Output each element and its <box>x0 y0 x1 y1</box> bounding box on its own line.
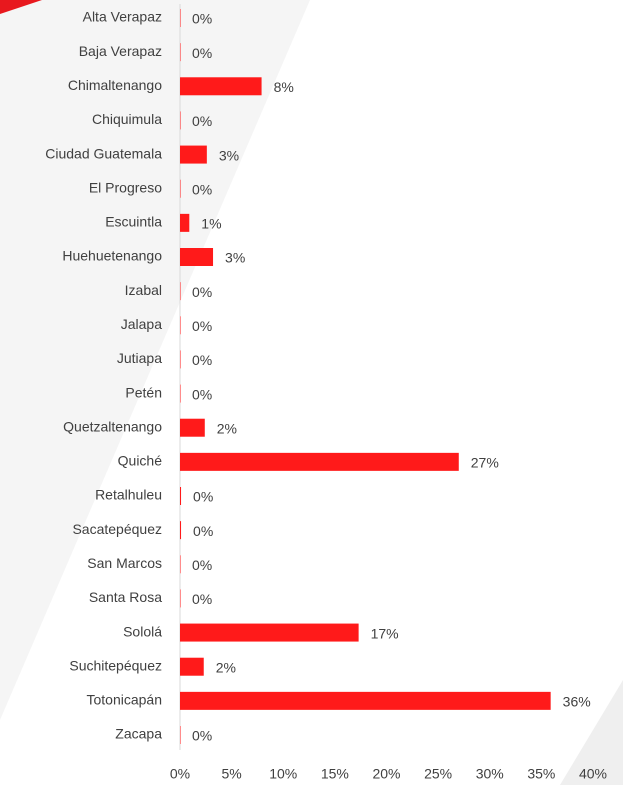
value-label: 0% <box>192 11 212 27</box>
bar <box>180 213 190 232</box>
y-tick-label: Quetzaltenango <box>63 418 162 434</box>
decor-shape <box>0 0 310 720</box>
y-tick-label: Escuintla <box>105 214 162 230</box>
bar <box>180 350 181 369</box>
x-tick-label: 35% <box>527 766 555 782</box>
value-label: 2% <box>216 659 236 675</box>
bar <box>180 43 181 62</box>
bar <box>180 487 182 505</box>
bar <box>180 555 181 574</box>
y-tick-label: Totonicapán <box>86 692 162 708</box>
value-label: 0% <box>193 523 213 539</box>
bar <box>180 9 181 27</box>
bar <box>180 623 359 642</box>
bar <box>180 657 204 676</box>
value-label: 0% <box>192 318 212 334</box>
x-tick-label: 20% <box>372 766 400 782</box>
y-tick-label: Sololá <box>123 623 162 639</box>
value-label: 27% <box>471 455 499 471</box>
bar <box>180 589 181 608</box>
x-tick-label: 0% <box>170 766 190 782</box>
value-label: 3% <box>219 147 239 163</box>
y-tick-label: El Progreso <box>89 179 162 195</box>
y-tick-label: Zacapa <box>115 726 162 742</box>
bar <box>180 691 551 710</box>
y-tick-label: Huehuetenango <box>62 248 162 264</box>
value-label: 0% <box>192 557 212 573</box>
value-label: 0% <box>192 352 212 368</box>
x-tick-label: 10% <box>269 766 297 782</box>
value-label: 0% <box>192 113 212 129</box>
decor-shape <box>560 680 623 785</box>
bar <box>180 248 214 266</box>
bar <box>180 316 181 335</box>
value-label: 0% <box>192 728 212 744</box>
bar <box>180 77 262 96</box>
bar <box>180 282 181 301</box>
value-label: 36% <box>563 694 591 710</box>
y-tick-label: Baja Verapaz <box>79 43 162 59</box>
value-label: 17% <box>371 625 399 641</box>
value-label: 1% <box>201 216 221 232</box>
decor-corner <box>0 0 42 14</box>
bar <box>180 179 181 198</box>
x-tick-label: 25% <box>424 766 452 782</box>
bar <box>180 384 181 403</box>
value-label: 8% <box>274 79 294 95</box>
bar <box>180 726 181 744</box>
y-tick-label: Chiquimula <box>92 111 162 127</box>
bar <box>180 521 182 540</box>
y-tick-label: Sacatepéquez <box>72 521 162 537</box>
bar <box>180 111 181 130</box>
value-label: 0% <box>193 489 213 505</box>
y-tick-label: Alta Verapaz <box>83 9 162 25</box>
x-tick-label: 15% <box>321 766 349 782</box>
y-tick-label: Petén <box>125 384 162 400</box>
x-tick-label: 40% <box>579 766 607 782</box>
value-label: 0% <box>192 284 212 300</box>
value-label: 0% <box>192 181 212 197</box>
y-tick-label: Santa Rosa <box>89 589 162 605</box>
value-label: 0% <box>192 591 212 607</box>
y-tick-label: Suchitepéquez <box>69 657 162 673</box>
y-tick-label: Chimaltenango <box>68 77 162 93</box>
y-tick-label: Jutiapa <box>117 350 162 366</box>
value-label: 2% <box>217 420 237 436</box>
y-tick-label: Jalapa <box>121 316 162 332</box>
y-tick-label: Quiché <box>118 453 163 469</box>
y-tick-label: Izabal <box>125 282 162 298</box>
y-tick-label: Retalhuleu <box>95 487 162 503</box>
x-tick-label: 30% <box>476 766 504 782</box>
bar <box>180 452 459 471</box>
bar <box>180 145 207 164</box>
y-tick-label: San Marcos <box>87 555 162 571</box>
bar <box>180 418 205 437</box>
x-tick-label: 5% <box>222 766 242 782</box>
y-tick-label: Ciudad Guatemala <box>45 145 162 161</box>
value-label: 0% <box>192 386 212 402</box>
value-label: 0% <box>192 45 212 61</box>
value-label: 3% <box>225 250 245 266</box>
